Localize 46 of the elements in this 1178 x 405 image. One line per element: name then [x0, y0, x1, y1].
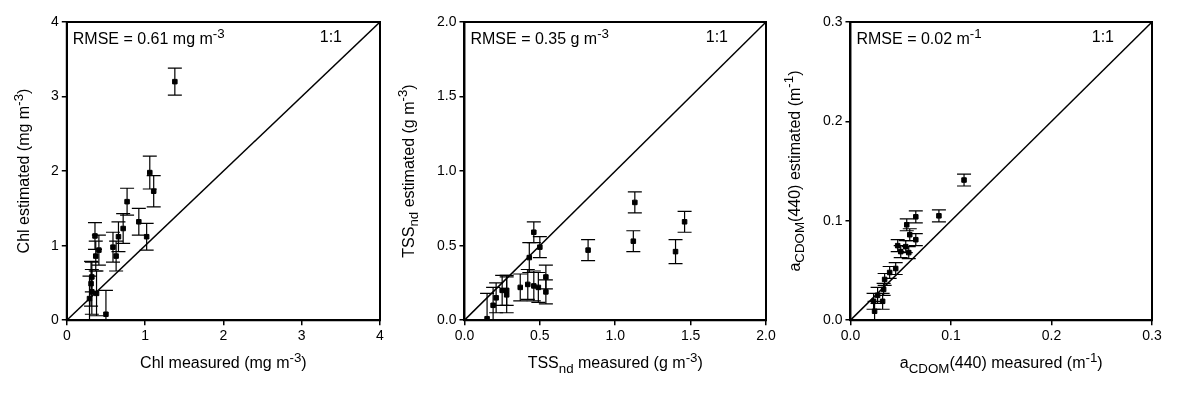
y-tick-label: 1.5 [436, 87, 457, 104]
y-tick-label: 3 [50, 87, 59, 104]
x-axis-title: a$_{CDOM}$(440) measured (m$^{-1}$) [899, 350, 1103, 376]
point [136, 219, 142, 225]
point [517, 284, 524, 291]
x-tick-label: 4 [376, 327, 385, 344]
x-tick-label: 2 [219, 327, 228, 344]
x-tick-label: 0.2 [1041, 327, 1062, 344]
point [143, 233, 150, 240]
y-tick-label: 0.0 [822, 311, 843, 328]
point [537, 244, 543, 250]
y-tick-label: 1.0 [436, 161, 457, 178]
x-tick-label: 2.0 [756, 327, 776, 344]
y-tick-label: 0.5 [436, 236, 457, 253]
point [503, 292, 510, 298]
x-tick-label: 1.0 [605, 327, 626, 344]
x-tick-label: 0.0 [840, 327, 861, 344]
y-tick-label: 0.2 [822, 112, 843, 129]
series-label: 1:1 [1091, 28, 1115, 46]
y-tick-label: 0.0 [436, 311, 457, 328]
x-tick-label: 0.1 [941, 327, 961, 344]
series-label: 1:1 [705, 28, 729, 46]
x-tick-label: 0.0 [454, 327, 475, 344]
point [531, 229, 537, 235]
x-tick-label: 3 [297, 327, 306, 344]
y-tick-label: 4 [50, 12, 59, 29]
y-tick-label: 2.0 [436, 12, 457, 29]
point [630, 238, 637, 244]
y-tick-label: 0.1 [822, 211, 843, 228]
y-tick-label: 1 [50, 236, 59, 253]
annotation: RMSE = 0.35 g m$^{-3}$ [470, 26, 610, 49]
annotation: RMSE = 0.02 m$^{-1}$ [856, 26, 982, 49]
point [632, 199, 638, 206]
x-tick-label: 0.3 [1142, 327, 1162, 344]
point [172, 78, 178, 85]
y-tick-label: 0 [50, 311, 59, 328]
y-tick-label: 2 [50, 161, 59, 178]
annotation: RMSE = 0.61 mg m$^{-3}$ [72, 26, 225, 49]
x-tick-label: 0 [62, 327, 71, 344]
x-tick-label: 1 [141, 327, 150, 344]
x-tick-label: 0.5 [530, 327, 550, 344]
x-axis-title: TSS$_{nd}$ measured (g m$^{-3}$) [527, 350, 703, 376]
x-axis-title: Chl measured (mg m$^{-3}$) [140, 350, 307, 373]
x-tick-label: 1.5 [680, 327, 701, 344]
series-label: 1:1 [319, 28, 343, 46]
y-tick-label: 0.3 [822, 12, 843, 29]
